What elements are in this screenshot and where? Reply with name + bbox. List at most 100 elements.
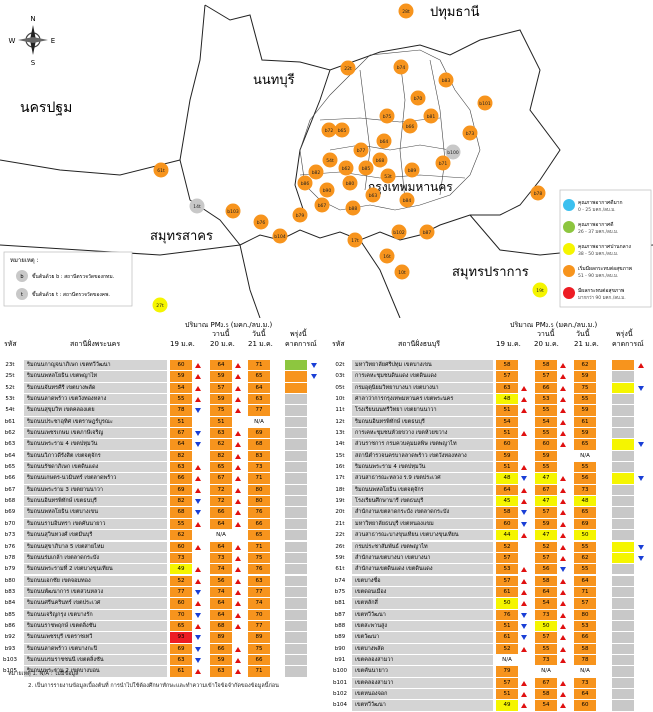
station-marker-b66[interactable]: b66 [402,118,418,134]
station-code: b73 [4,532,16,539]
pm-value-2: 58 [535,360,557,371]
station-name: เขตคลองสามวา [352,654,493,666]
pm-value-2: 50 [535,620,557,632]
station-marker-b89[interactable]: b89 [404,162,420,178]
pm-value-2: 57 [535,371,557,382]
station-marker-b86[interactable]: b86 [297,175,313,191]
pm-value-2: 64 [210,541,232,552]
station-name: เขตคันนายาว [352,666,493,677]
station-marker-61t[interactable]: 61t [153,162,169,178]
station-marker-b83[interactable]: b83 [438,72,454,88]
pm-value-2: N/A [210,530,232,541]
station-marker-b68[interactable]: b68 [372,152,388,168]
station-marker-b70[interactable]: b70 [410,90,426,106]
station-marker-b64[interactable]: b64 [376,133,392,149]
station-marker-dot [272,228,288,244]
station-name: ริมถนนอินทรพิทักษ์ เขตธนบุรี [24,496,167,507]
pm-value-2: 59 [210,654,232,666]
legend-item: คุณภาพอากาศดี26 - 37 มคก./ลบ.ม. [563,221,618,235]
station-marker-b78[interactable]: b78 [530,185,546,201]
station-marker-dot [319,182,335,198]
station-marker-b77[interactable]: b77 [353,142,369,158]
forecast-cell [285,428,307,439]
pm-value-3: 50 [574,530,596,541]
station-code: 52t [5,384,15,391]
station-marker-28t[interactable]: 28t [398,3,414,19]
station-marker-b75[interactable]: b75 [379,108,395,124]
table-row: b80 ริมถนนเอกชัย เขตจอมทอง 52 56 63 [0,575,330,587]
pm-value-3: 69 [574,518,596,530]
station-code: 25t [5,373,15,380]
station-marker-b62[interactable]: b62 [338,160,354,176]
station-marker-22t[interactable]: 22t [340,60,356,76]
station-marker-b84[interactable]: b84 [399,192,415,208]
station-marker-27t[interactable]: 27t [152,297,168,313]
station-marker-b104[interactable]: b104 [272,228,288,244]
station-marker-label: b100 [447,150,459,156]
station-marker-b65[interactable]: b65 [334,122,350,138]
station-name: ริมถนนสุวินทวงศ์ เขตมีนบุรี [24,530,167,541]
pm-value-1: 61 [496,586,518,598]
station-code: b100 [333,668,347,675]
station-marker-b74[interactable]: b74 [393,59,409,75]
station-marker-b102[interactable]: b102 [391,224,407,240]
table-row: b81 เขตหลักสี่ 50 54 57 [330,598,653,609]
legend-title: มีผลกระทบต่อสุขภาพ [578,287,624,294]
trend-up-icon [235,374,241,380]
left-tomorrow-h: พรุ่งนี้ [290,330,307,338]
station-name: ริมถนนประชาอุทิศ เขตราษฎร์บูรณะ [24,416,167,428]
pm-value-1: 58 [496,360,518,371]
station-marker-b88[interactable]: b88 [345,200,361,216]
station-marker-b80[interactable]: b80 [342,175,358,191]
right-d1: 19 ม.ค. [496,340,521,348]
trend-up-icon [195,578,201,584]
forecast-cell [285,552,307,564]
station-marker-b100[interactable]: b100 [445,144,461,160]
station-marker-b90[interactable]: b90 [319,182,335,198]
compass-s: S [31,59,36,67]
station-marker-b85[interactable]: b85 [358,160,374,176]
station-marker-b81[interactable]: b81 [423,108,439,124]
station-name: กรมประชาสัมพันธ์ เขตพญาไท [352,541,493,552]
station-name: ริมถนนบรมราชชนนี เขตตลิ่งชัน [24,654,167,666]
station-marker-19t[interactable]: 19t [532,282,548,298]
forecast-cell [612,371,634,382]
station-marker-b87[interactable]: b87 [419,224,435,240]
station-marker-b63[interactable]: b63 [365,187,381,203]
pm-value-1: 59 [496,450,518,462]
station-code: 14t [335,441,345,448]
station-marker-b103[interactable]: b103 [225,203,241,219]
station-marker-17t[interactable]: 17t [347,232,363,248]
station-name: ริมถนนวิภาวดีรังสิต เขตจตุจักร [24,450,167,462]
pm-value-1: 59 [170,371,192,382]
station-marker-14t[interactable]: 14t [189,198,205,214]
station-marker-b71[interactable]: b71 [435,155,451,171]
station-marker-54t[interactable]: 54t [322,152,338,168]
station-marker-b72[interactable]: b72 [321,122,337,138]
trend-down-icon [195,408,201,414]
station-marker-b79[interactable]: b79 [292,207,308,223]
pm-value-1: 51 [496,620,518,632]
station-marker-b73[interactable]: b73 [462,125,478,141]
station-marker-dot [189,198,205,214]
station-marker-b101[interactable]: b101 [477,95,493,111]
table-row: b64 ริมถนนวิภาวดีรังสิต เขตจตุจักร 82 82 83 [0,450,330,462]
pm-value-2: 55 [535,643,557,654]
station-name: ริมถนนกาญจนาภิเษก เขตทวีวัฒนา [24,360,167,371]
station-marker-53t[interactable]: 53t [380,168,396,184]
forecast-cell [285,609,307,620]
forecast-cell [285,586,307,598]
station-marker-b82[interactable]: b82 [308,164,324,180]
station-marker-10t[interactable]: 10t [394,264,410,280]
remark-b-symbol: b [20,274,23,280]
station-marker-b76[interactable]: b76 [253,214,269,230]
left-table-header: ปริมาณ PM₂.₅ (มคก./ลบ.ม.) วานนี้ วันนี้ … [0,320,330,360]
pm-value-1: 60 [496,439,518,450]
station-marker-dot [353,142,369,158]
station-marker-dot [410,90,426,106]
trend-up-icon [560,589,566,595]
station-marker-16t[interactable]: 16t [379,248,395,264]
trend-up-icon [521,499,527,505]
station-marker-b67[interactable]: b67 [314,197,330,213]
